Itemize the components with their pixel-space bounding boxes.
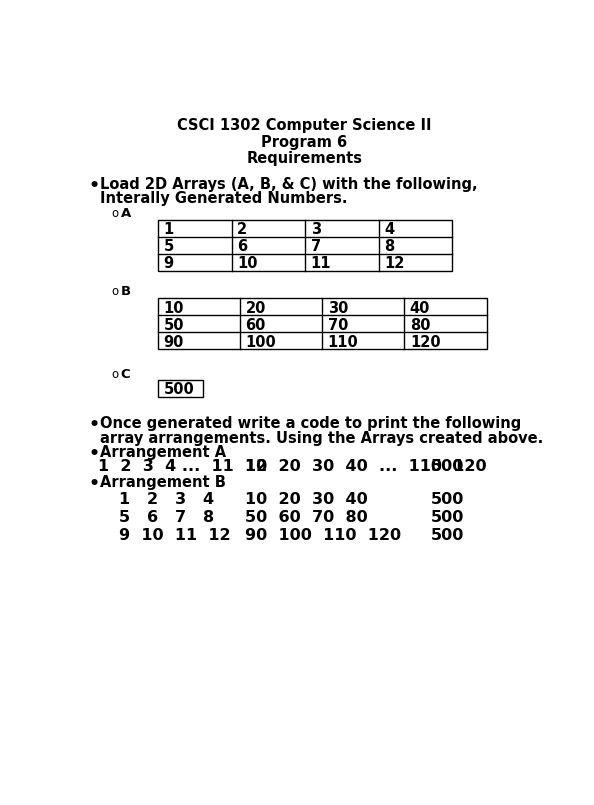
Text: 5: 5 — [163, 239, 173, 254]
Bar — [158, 299, 486, 349]
Text: Arrangement B: Arrangement B — [100, 476, 226, 490]
Text: 500: 500 — [431, 510, 464, 525]
Text: Once generated write a code to print the following: Once generated write a code to print the… — [100, 416, 521, 431]
Text: 110: 110 — [328, 335, 358, 349]
Bar — [158, 380, 203, 397]
Text: 11: 11 — [311, 256, 331, 271]
Text: 90: 90 — [163, 335, 184, 349]
Text: 50  60  70  80: 50 60 70 80 — [245, 510, 368, 525]
Text: 500: 500 — [163, 382, 194, 398]
Text: 20: 20 — [245, 300, 266, 316]
Text: o: o — [112, 368, 119, 381]
Text: Load 2D Arrays (A, B, & C) with the following,: Load 2D Arrays (A, B, & C) with the foll… — [100, 177, 478, 192]
Text: 2: 2 — [237, 222, 247, 237]
Text: 50: 50 — [163, 318, 184, 332]
Text: 8: 8 — [384, 239, 394, 254]
Text: 500: 500 — [431, 528, 464, 543]
Text: Requirements: Requirements — [247, 151, 362, 166]
Text: 1: 1 — [163, 222, 173, 237]
Text: 100: 100 — [245, 335, 276, 349]
Text: Program 6: Program 6 — [261, 135, 347, 150]
Text: 3: 3 — [311, 222, 321, 237]
Text: •: • — [88, 444, 99, 463]
Text: C: C — [121, 368, 130, 381]
Text: 7: 7 — [311, 239, 321, 254]
Text: 80: 80 — [410, 318, 430, 332]
Text: 30: 30 — [328, 300, 348, 316]
Text: B: B — [121, 285, 131, 298]
Text: 9  10  11  12: 9 10 11 12 — [119, 528, 231, 543]
Text: o: o — [112, 285, 119, 298]
Text: A: A — [121, 208, 131, 221]
Text: 500: 500 — [431, 460, 464, 474]
Text: 10  20  30  40  ...  110  120: 10 20 30 40 ... 110 120 — [245, 460, 486, 474]
Text: 5   6   7   8: 5 6 7 8 — [119, 510, 214, 525]
Text: 60: 60 — [245, 318, 266, 332]
Text: 9: 9 — [163, 256, 173, 271]
Text: 70: 70 — [328, 318, 348, 332]
Text: •: • — [88, 476, 99, 493]
Text: o: o — [112, 208, 119, 221]
Text: 4: 4 — [384, 222, 394, 237]
Text: 120: 120 — [410, 335, 440, 349]
Text: 10  20  30  40: 10 20 30 40 — [245, 493, 368, 507]
Text: 6: 6 — [237, 239, 247, 254]
Text: CSCI 1302 Computer Science II: CSCI 1302 Computer Science II — [177, 118, 432, 133]
Text: 1   2   3   4: 1 2 3 4 — [119, 493, 214, 507]
Text: 40: 40 — [410, 300, 430, 316]
Text: 10: 10 — [237, 256, 258, 271]
Text: 1  2  3  4 ...  11  12: 1 2 3 4 ... 11 12 — [97, 460, 267, 474]
Text: 10: 10 — [163, 300, 184, 316]
Text: array arrangements. Using the Arrays created above.: array arrangements. Using the Arrays cre… — [100, 431, 543, 446]
Text: Interally Generated Numbers.: Interally Generated Numbers. — [100, 192, 347, 206]
Text: 90  100  110  120: 90 100 110 120 — [245, 528, 401, 543]
Text: •: • — [88, 416, 99, 434]
Text: 500: 500 — [431, 493, 464, 507]
Text: 12: 12 — [384, 256, 405, 271]
Text: Arrangement A: Arrangement A — [100, 444, 226, 460]
Bar — [158, 220, 453, 270]
Text: •: • — [88, 177, 99, 196]
